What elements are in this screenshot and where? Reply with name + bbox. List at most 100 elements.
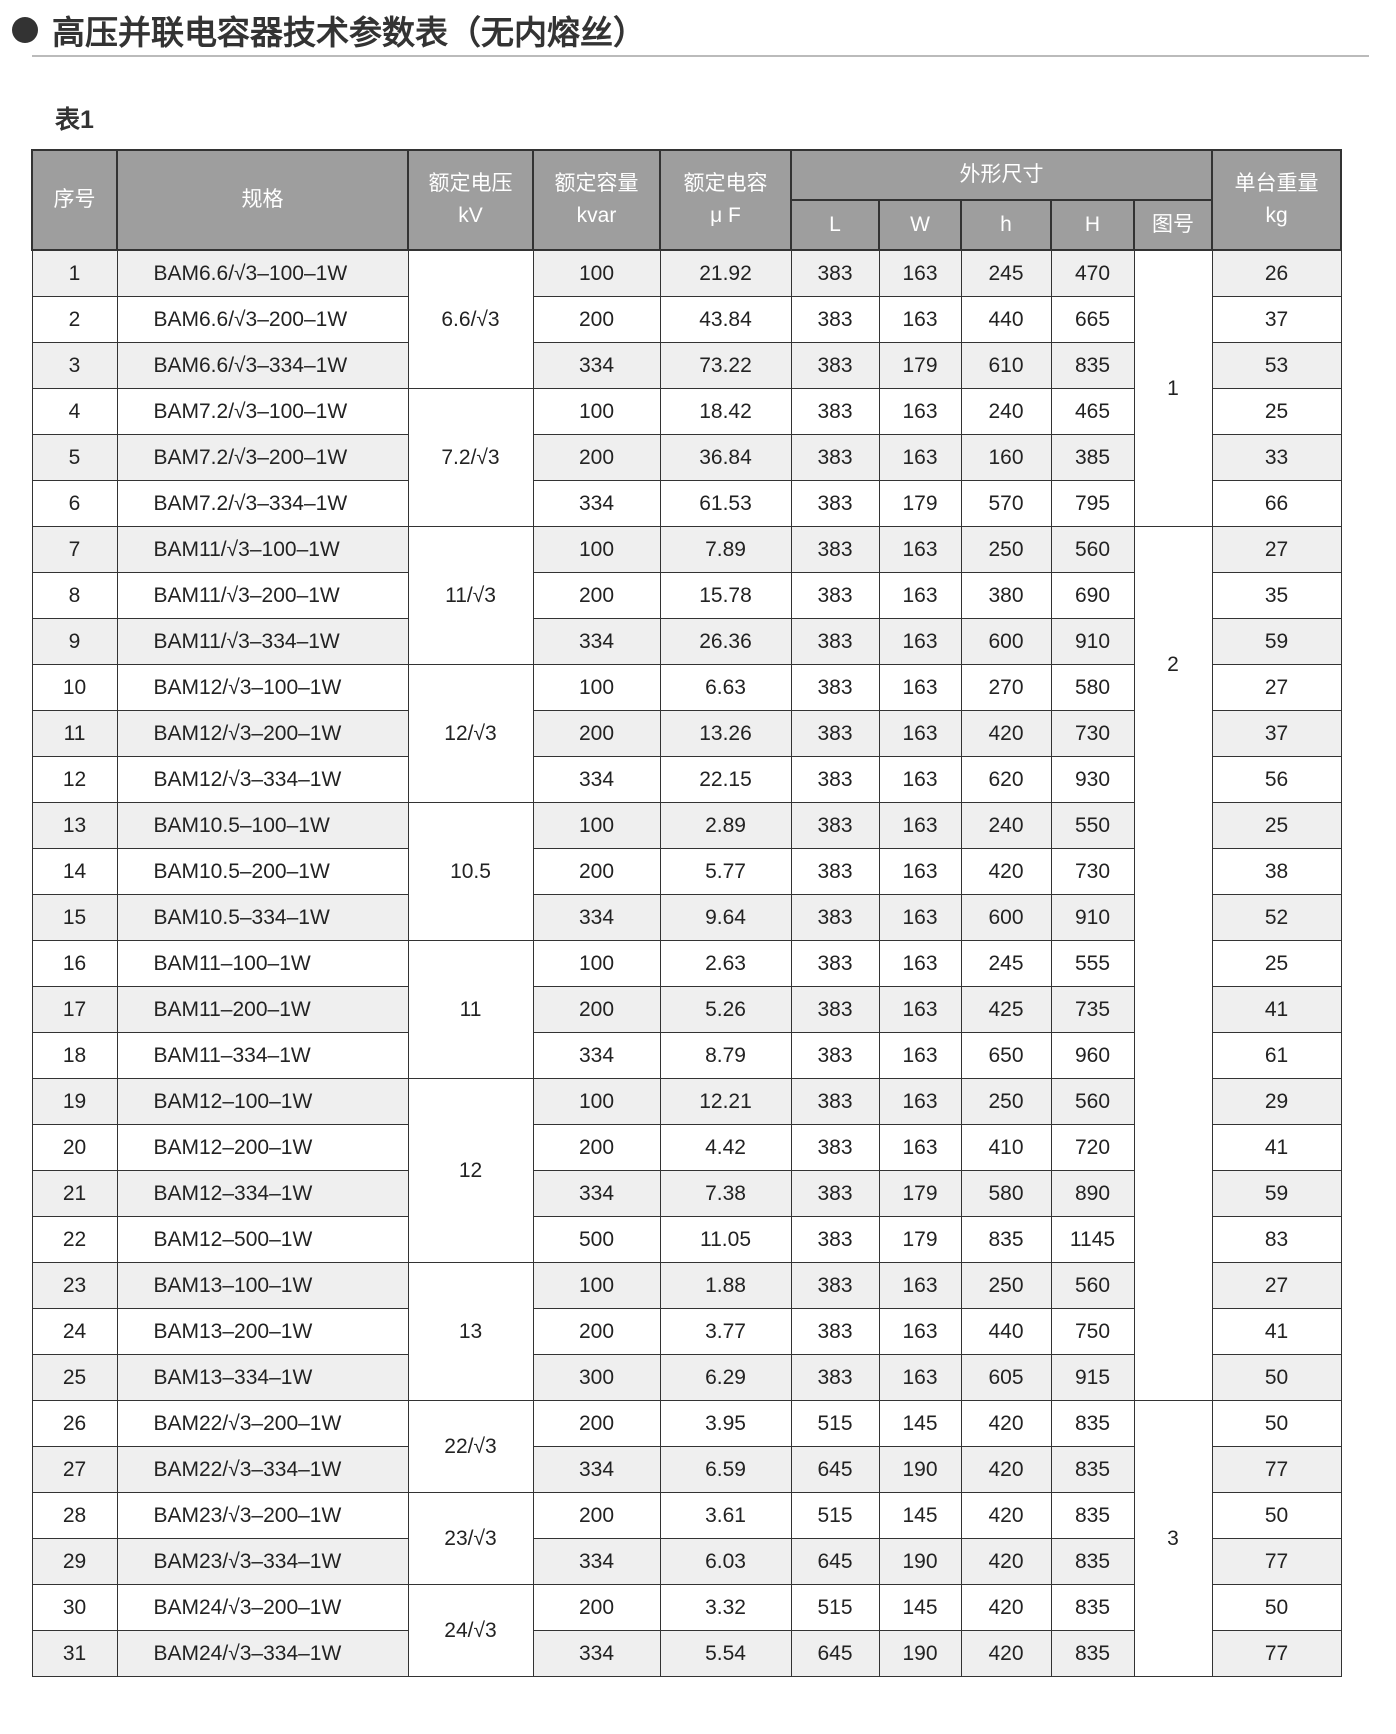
cell-H: 910 [1050, 618, 1135, 665]
cell-weight: 41 [1211, 1308, 1342, 1355]
bullet-icon [12, 17, 38, 43]
cell-capacitance: 6.29 [659, 1354, 792, 1401]
cell-capacitance: 3.61 [659, 1492, 792, 1539]
cell-capacity: 200 [532, 1584, 661, 1631]
cell-no: 4 [31, 388, 118, 435]
cell-H: 560 [1050, 526, 1135, 573]
cell-no: 22 [31, 1216, 118, 1263]
cell-H: 835 [1050, 342, 1135, 389]
cell-H: 835 [1050, 1584, 1135, 1631]
cell-spec: BAM23/√3–334–1W [116, 1538, 409, 1585]
header-voltage-unit: kV [458, 204, 483, 227]
cell-H: 730 [1050, 710, 1135, 757]
cell-h: 425 [960, 986, 1052, 1033]
cell-weight: 77 [1211, 1538, 1342, 1585]
cell-weight: 29 [1211, 1078, 1342, 1125]
cell-capacity: 100 [532, 802, 661, 849]
cell-capacity: 200 [532, 1124, 661, 1171]
cell-L: 383 [790, 526, 880, 573]
cell-no: 29 [31, 1538, 118, 1585]
header-no: 序号 [31, 149, 118, 251]
cell-no: 31 [31, 1630, 118, 1677]
table-row: 1 BAM6.6/√3–100–1W 6.6/√3 100 21.92 383 163 245… [31, 249, 1342, 527]
cell-h: 380 [960, 572, 1052, 619]
cell-capacity: 200 [532, 1400, 661, 1447]
cell-W: 163 [878, 618, 962, 665]
cell-h: 420 [960, 1492, 1052, 1539]
table-row: 30 BAM24/√3–200–1W 24/√3 200 3.32 515 145 420 83… [31, 1584, 1342, 1677]
cell-W: 163 [878, 710, 962, 757]
cell-capacity: 334 [532, 1170, 661, 1217]
cell-no: 13 [31, 802, 118, 849]
cell-H: 910 [1050, 894, 1135, 941]
cell-capacitance: 2.63 [659, 940, 792, 987]
cell-H: 890 [1050, 1170, 1135, 1217]
cell-capacity: 334 [532, 894, 661, 941]
cell-capacity: 334 [532, 1538, 661, 1585]
cell-no: 15 [31, 894, 118, 941]
table-row: 25 BAM13–334–1W 300 6.29 383 163 605 915 50 [31, 1354, 1342, 1401]
cell-no: 23 [31, 1262, 118, 1309]
cell-weight: 41 [1211, 1124, 1342, 1171]
cell-spec: BAM6.6/√3–100–1W [116, 249, 409, 297]
table-row: 26 BAM22/√3–200–1W 22/√3 200 3.95 515 145 420 83… [31, 1400, 1342, 1677]
cell-W: 179 [878, 480, 962, 527]
cell-W: 163 [878, 249, 962, 297]
cell-capacity: 100 [532, 388, 661, 435]
cell-h: 250 [960, 1262, 1052, 1309]
cell-capacity: 334 [532, 480, 661, 527]
table-row: 8 BAM11/√3–200–1W 200 15.78 383 163 380 690 35 [31, 572, 1342, 619]
cell-spec: BAM6.6/√3–200–1W [116, 296, 409, 343]
cell-no: 14 [31, 848, 118, 895]
table-row: 10 BAM12/√3–100–1W 12/√3 100 6.63 383 163 270 58… [31, 664, 1342, 803]
cell-capacitance: 11.05 [659, 1216, 792, 1263]
cell-spec: BAM10.5–200–1W [116, 848, 409, 895]
cell-no: 8 [31, 572, 118, 619]
cell-capacitance: 61.53 [659, 480, 792, 527]
cell-h: 420 [960, 710, 1052, 757]
cell-W: 145 [878, 1400, 962, 1447]
cell-h: 240 [960, 388, 1052, 435]
table-row: 6 BAM7.2/√3–334–1W 334 61.53 383 179 570 795 66 [31, 480, 1342, 527]
cell-h: 420 [960, 1400, 1052, 1447]
cell-W: 179 [878, 1170, 962, 1217]
header-capacitance-label: 额定电容 [683, 172, 768, 195]
cell-capacitance: 4.42 [659, 1124, 792, 1171]
cell-capacity: 100 [532, 664, 661, 711]
cell-no: 27 [31, 1446, 118, 1493]
cell-voltage: 22/√3 [407, 1400, 534, 1493]
divider [32, 55, 1369, 57]
cell-weight: 61 [1211, 1032, 1342, 1079]
cell-h: 420 [960, 1584, 1052, 1631]
cell-no: 16 [31, 940, 118, 987]
cell-fig [1133, 802, 1213, 1401]
cell-spec: BAM12/√3–200–1W [116, 710, 409, 757]
cell-weight: 77 [1211, 1630, 1342, 1677]
cell-capacitance: 18.42 [659, 388, 792, 435]
cell-spec: BAM11–334–1W [116, 1032, 409, 1079]
cell-capacity: 100 [532, 1078, 661, 1125]
cell-H: 915 [1050, 1354, 1135, 1401]
cell-capacitance: 9.64 [659, 894, 792, 941]
cell-h: 600 [960, 618, 1052, 665]
cell-weight: 38 [1211, 848, 1342, 895]
table-row: 23 BAM13–100–1W 13 100 1.88 383 163 250 560 27 [31, 1262, 1342, 1401]
cell-weight: 50 [1211, 1354, 1342, 1401]
cell-capacity: 334 [532, 618, 661, 665]
cell-spec: BAM7.2/√3–334–1W [116, 480, 409, 527]
cell-h: 580 [960, 1170, 1052, 1217]
cell-capacity: 200 [532, 434, 661, 481]
cell-H: 555 [1050, 940, 1135, 987]
cell-spec: BAM12–100–1W [116, 1078, 409, 1125]
cell-no: 19 [31, 1078, 118, 1125]
cell-capacitance: 6.03 [659, 1538, 792, 1585]
cell-h: 250 [960, 1078, 1052, 1125]
cell-weight: 53 [1211, 342, 1342, 389]
cell-W: 163 [878, 388, 962, 435]
cell-spec: BAM10.5–334–1W [116, 894, 409, 941]
cell-h: 610 [960, 342, 1052, 389]
cell-W: 163 [878, 1262, 962, 1309]
cell-no: 26 [31, 1400, 118, 1447]
cell-L: 515 [790, 1400, 880, 1447]
cell-voltage: 12/√3 [407, 664, 534, 803]
